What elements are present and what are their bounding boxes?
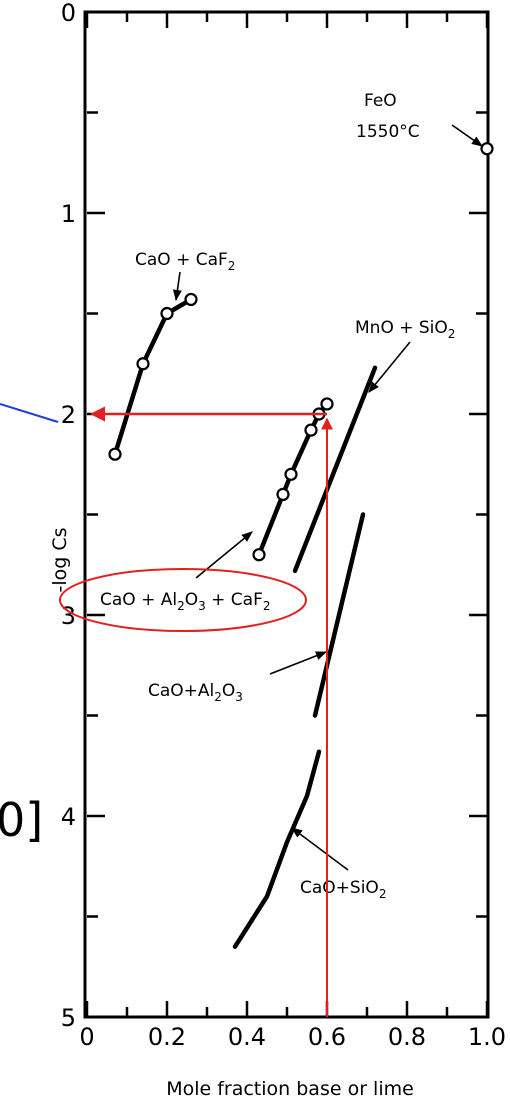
edge-bracket-text: 0] xyxy=(0,793,43,847)
label-cao-al2o3: CaO+Al2O3 xyxy=(148,681,243,704)
label-feo: FeO xyxy=(364,91,397,111)
label-cao-al2o3-caf2: CaO + Al2O3 + CaF2 xyxy=(100,590,271,613)
data-point-cao-caf2 xyxy=(184,292,198,307)
data-point-cao-al2o3-caf2 xyxy=(320,397,334,411)
y-tick-label: 2 xyxy=(61,401,76,429)
pointer-cao-sio2 xyxy=(291,827,349,871)
data-point-cao-al2o3-caf2 xyxy=(304,423,318,437)
x-tick-marks-top xyxy=(85,12,489,28)
x-tick-label: 0.6 xyxy=(308,1023,346,1051)
y-tick-label: 0 xyxy=(61,0,76,27)
pointer-mno-sio2 xyxy=(368,341,411,393)
label-mno-sio2: MnO + SiO2 xyxy=(355,318,455,341)
pointer-feo xyxy=(451,124,483,147)
y-tick-label: 5 xyxy=(61,1004,76,1032)
label-feo-temp: 1550°C xyxy=(356,122,420,142)
data-point-cao-al2o3-caf2 xyxy=(252,548,266,562)
pointer-cao-al2o3 xyxy=(269,651,328,675)
x-tick-label: 0.8 xyxy=(388,1023,426,1051)
highlight-ellipse xyxy=(59,568,307,632)
x-tick-label: 0.4 xyxy=(228,1023,266,1051)
data-point-cao-caf2 xyxy=(160,306,174,321)
series-line-mno-sio2 xyxy=(292,365,378,574)
x-tick-label: 0 xyxy=(79,1023,94,1051)
y-tick-marks-right xyxy=(469,10,487,1019)
label-cao-sio2: CaO+SiO2 xyxy=(300,878,386,901)
plot-frame xyxy=(83,10,490,1019)
y-tick-label: 4 xyxy=(61,803,76,831)
data-point-cao-al2o3-caf2 xyxy=(284,467,298,481)
pointer-cao-caf2 xyxy=(172,271,182,302)
y-tick-marks-left xyxy=(87,10,105,1019)
data-point-feo-1550-c xyxy=(480,142,494,156)
x-tick-marks-bottom xyxy=(85,1001,489,1017)
series-layer xyxy=(108,142,494,949)
series-line-cao-sio2 xyxy=(232,749,322,949)
series-line-cao-al2o3 xyxy=(312,512,366,718)
x-tick-label: 1.0 xyxy=(468,1023,506,1051)
label-cao-caf2: CaO + CaF2 xyxy=(135,250,235,273)
y-axis-label: -log Cs xyxy=(49,527,71,592)
x-tick-labels: 0 0.2 0.4 0.6 0.8 1.0 xyxy=(79,1023,506,1051)
x-axis-label: Mole fraction base or lime xyxy=(166,1078,414,1100)
y-tick-label: 1 xyxy=(61,200,76,228)
data-point-cao-caf2 xyxy=(108,447,122,461)
data-point-cao-caf2 xyxy=(136,357,150,371)
data-point-cao-al2o3-caf2 xyxy=(276,487,290,501)
x-tick-label: 0.2 xyxy=(148,1023,186,1051)
series-line-cao-caf2 xyxy=(112,297,194,457)
blue-pointer-line xyxy=(0,403,59,423)
